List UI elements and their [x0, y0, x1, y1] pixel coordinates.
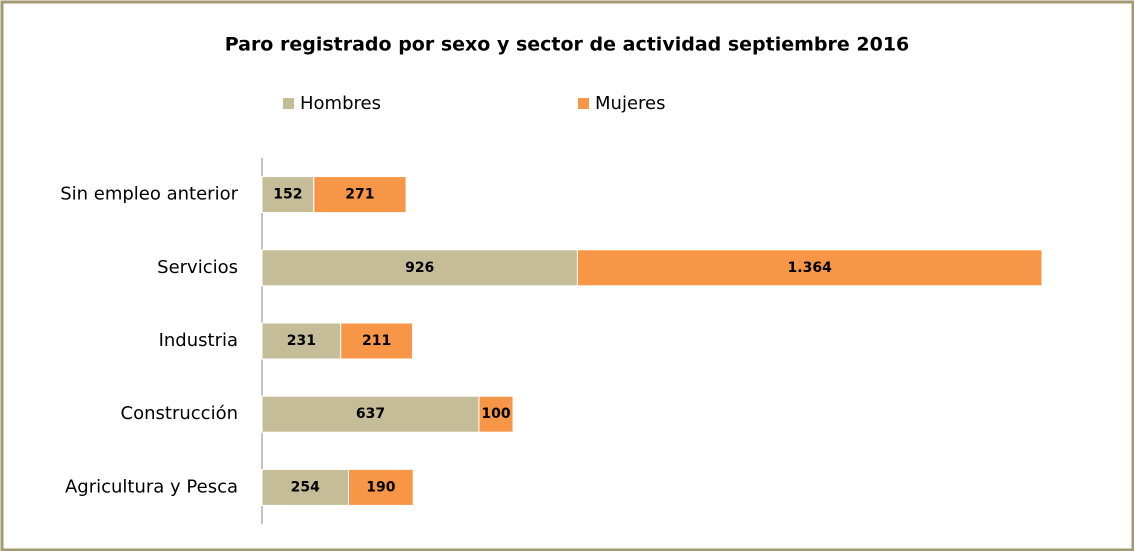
bar [313, 176, 407, 214]
bar [261, 176, 315, 214]
bar [478, 395, 514, 433]
data-label: 254 [291, 479, 320, 495]
y-tick-label: Industria [159, 330, 238, 351]
legend-swatch [283, 98, 294, 109]
y-tick-label: Servicios [157, 257, 238, 278]
data-label: 1.364 [788, 260, 833, 276]
bar [261, 468, 350, 506]
y-tick-label: Sin empleo anterior [60, 184, 238, 205]
bar [340, 322, 414, 360]
chart-title: Paro registrado por sexo y sector de act… [225, 34, 910, 56]
data-label: 231 [287, 333, 316, 349]
y-tick-label: Construcción [121, 403, 238, 424]
bar [261, 322, 342, 360]
data-label: 152 [273, 187, 302, 203]
data-label: 926 [405, 260, 434, 276]
legend-label: Mujeres [595, 93, 665, 114]
data-label: 211 [362, 333, 391, 349]
data-label: 637 [356, 406, 385, 422]
data-label: 100 [481, 406, 510, 422]
legend-swatch [578, 98, 589, 109]
data-label: 271 [345, 187, 374, 203]
bar [576, 249, 1043, 287]
legend-label: Hombres [300, 93, 381, 114]
data-label: 190 [366, 479, 395, 495]
y-tick-label: Agricultura y Pesca [65, 476, 238, 497]
bar [348, 468, 414, 506]
